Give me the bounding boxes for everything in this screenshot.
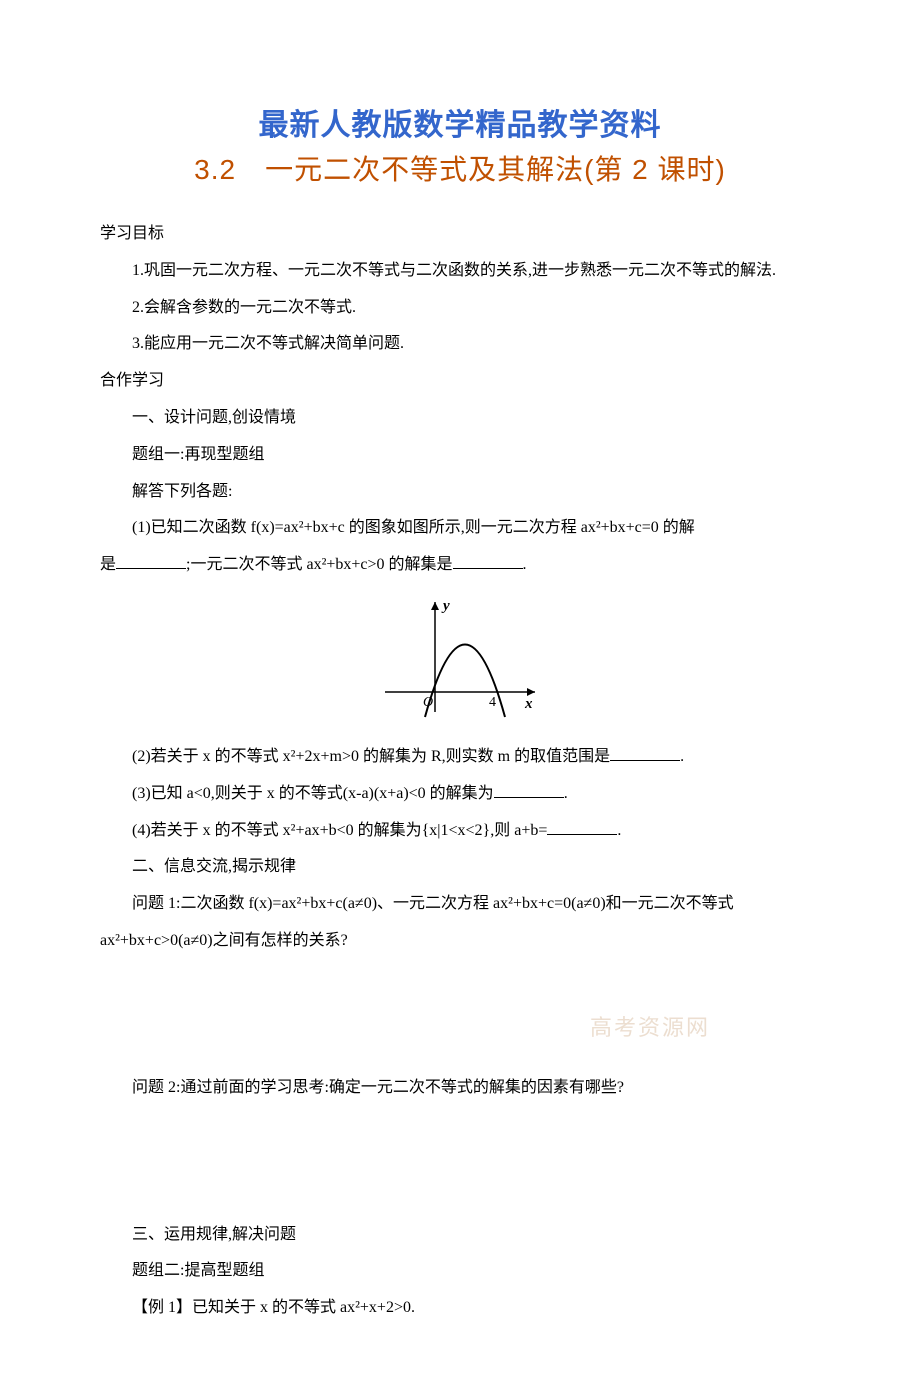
parabola-graph: O 4 x y	[100, 592, 820, 727]
question-1: (1)已知二次函数 f(x)=ax²+bx+c 的图象如图所示,则一元二次方程 …	[100, 510, 820, 547]
blank-fill	[547, 819, 617, 835]
blank-fill	[453, 553, 523, 569]
q2-text-b: .	[680, 748, 684, 765]
problem-1: 问题 1:二次函数 f(x)=ax²+bx+c(a≠0)、一元二次方程 ax²+…	[100, 886, 820, 960]
x-axis-label: x	[524, 696, 533, 712]
answer-prompt: 解答下列各题:	[100, 474, 820, 511]
part2-heading: 二、信息交流,揭示规律	[100, 849, 820, 886]
chapter-title: 3.2 一元二次不等式及其解法(第 2 课时)	[100, 148, 820, 188]
y-axis-label: y	[441, 598, 450, 614]
question-4: (4)若关于 x 的不等式 x²+ax+b<0 的解集为{x|1<x<2},则 …	[100, 813, 820, 850]
blank-fill	[610, 745, 680, 761]
question-3: (3)已知 a<0,则关于 x 的不等式(x-a)(x+a)<0 的解集为.	[100, 776, 820, 813]
q2-text-a: (2)若关于 x 的不等式 x²+2x+m>0 的解集为 R,则实数 m 的取值…	[132, 748, 610, 765]
goal-item: 1.巩固一元二次方程、一元二次不等式与二次函数的关系,进一步熟悉一元二次不等式的…	[100, 253, 820, 290]
x-axis-arrow	[527, 688, 535, 696]
q1-cont-prefix: 是	[100, 556, 116, 573]
group2-heading: 题组二:提高型题组	[100, 1253, 820, 1290]
x-tick-4: 4	[489, 695, 496, 710]
question-1-cont: 是 ;一元二次不等式 ax²+bx+c>0 的解集是.	[100, 547, 820, 584]
goal-item: 2.会解含参数的一元二次不等式.	[100, 290, 820, 327]
goals-heading: 学习目标	[100, 216, 820, 253]
watermark-text: 高考资源网	[590, 1010, 710, 1042]
part3-heading: 三、运用规律,解决问题	[100, 1217, 820, 1254]
example-1: 【例 1】已知关于 x 的不等式 ax²+x+2>0.	[100, 1290, 820, 1327]
q4-text-a: (4)若关于 x 的不等式 x²+ax+b<0 的解集为{x|1<x<2},则 …	[132, 822, 547, 839]
blank-fill	[494, 782, 564, 798]
graph-svg: O 4 x y	[375, 592, 545, 722]
page: 最新人教版数学精品教学资料 3.2 一元二次不等式及其解法(第 2 课时) 学习…	[0, 0, 920, 1387]
spacer	[100, 1107, 820, 1217]
q1-text-c: .	[523, 556, 527, 573]
problem-2: 问题 2:通过前面的学习思考:确定一元二次不等式的解集的因素有哪些?	[100, 1070, 820, 1107]
goal-item: 3.能应用一元二次不等式解决简单问题.	[100, 326, 820, 363]
origin-label: O	[423, 695, 433, 710]
q1-text-a: (1)已知二次函数 f(x)=ax²+bx+c 的图象如图所示,则一元二次方程 …	[132, 519, 695, 536]
q1-text-b: ;一元二次不等式 ax²+bx+c>0 的解集是	[186, 556, 453, 573]
coop-heading: 合作学习	[100, 363, 820, 400]
y-axis-arrow	[431, 602, 439, 610]
q3-text-a: (3)已知 a<0,则关于 x 的不等式(x-a)(x+a)<0 的解集为	[132, 785, 494, 802]
brand-title: 最新人教版数学精品教学资料	[100, 100, 820, 144]
q3-text-b: .	[564, 785, 568, 802]
group1-heading: 题组一:再现型题组	[100, 437, 820, 474]
blank-fill	[116, 553, 186, 569]
part1-heading: 一、设计问题,创设情境	[100, 400, 820, 437]
spacer: 高考资源网	[100, 960, 820, 1070]
question-2: (2)若关于 x 的不等式 x²+2x+m>0 的解集为 R,则实数 m 的取值…	[100, 739, 820, 776]
q4-text-b: .	[617, 822, 621, 839]
